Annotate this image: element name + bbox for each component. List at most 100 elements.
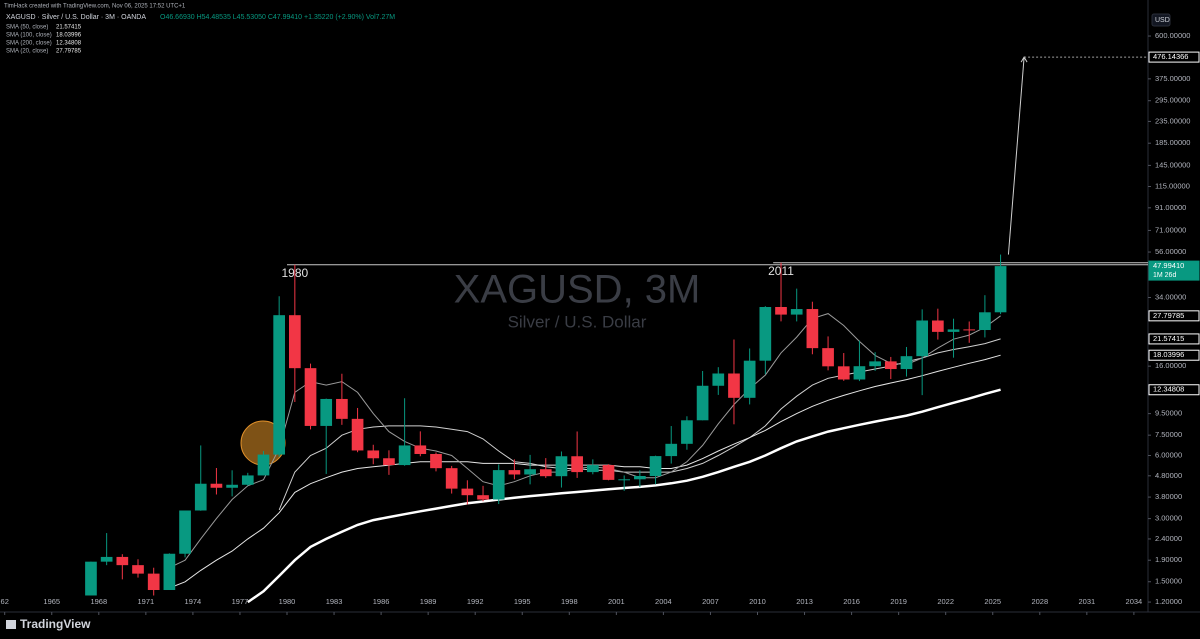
y-tick-label: 6.00000 bbox=[1155, 450, 1182, 459]
candle-body bbox=[492, 470, 505, 500]
candle-body bbox=[461, 488, 474, 496]
y-tick-label: 115.00000 bbox=[1155, 181, 1190, 190]
candle-body bbox=[226, 484, 238, 488]
candle-body bbox=[257, 454, 270, 476]
price-label-box bbox=[1148, 349, 1200, 361]
price-label-box bbox=[1148, 333, 1200, 345]
watermark-subtitle: Silver / U.S. Dollar bbox=[508, 312, 647, 331]
y-tick-label: 9.50000 bbox=[1155, 409, 1182, 418]
legend-name: SMA (20, close) bbox=[6, 49, 48, 55]
x-tick-label: 1998 bbox=[561, 597, 578, 606]
y-tick-label: 7.50000 bbox=[1155, 430, 1182, 439]
candle-body bbox=[665, 443, 678, 457]
candle-body bbox=[696, 385, 709, 421]
y-tick-label: 1.20000 bbox=[1155, 597, 1182, 606]
sma-line bbox=[169, 354, 1001, 589]
y-tick-label: 145.00000 bbox=[1155, 160, 1190, 169]
candle-body bbox=[853, 366, 866, 380]
y-tick-label: 91.00000 bbox=[1155, 203, 1186, 212]
price-label: 47.99410 bbox=[1153, 261, 1184, 270]
candle-body bbox=[932, 320, 944, 332]
x-tick-label: 1977 bbox=[232, 597, 249, 606]
x-tick-label: 1983 bbox=[326, 597, 343, 606]
legend-name: SMA (200, close) bbox=[6, 41, 52, 47]
candle-body bbox=[430, 453, 442, 469]
x-tick-label: 2007 bbox=[702, 597, 719, 606]
annotation: 1980 bbox=[281, 266, 308, 280]
y-tick-label: 235.00000 bbox=[1155, 116, 1190, 125]
candle-body bbox=[837, 366, 850, 380]
y-tick-label: 1.50000 bbox=[1155, 577, 1182, 586]
price-label: 27.79785 bbox=[1153, 311, 1184, 320]
x-tick-label: 1965 bbox=[43, 597, 60, 606]
candle-body bbox=[539, 469, 552, 477]
x-tick-label: 2004 bbox=[655, 597, 672, 606]
x-tick-label: 2034 bbox=[1126, 597, 1143, 606]
annotation: 2011 bbox=[768, 264, 794, 278]
candle-body bbox=[602, 465, 615, 480]
candle-body bbox=[336, 398, 348, 419]
y-tick-label: 3.80000 bbox=[1155, 492, 1182, 501]
candle-body bbox=[947, 329, 960, 332]
candle-body bbox=[524, 469, 536, 475]
x-tick-label: 1989 bbox=[420, 597, 437, 606]
candle-body bbox=[477, 495, 489, 500]
candle-body bbox=[869, 361, 881, 367]
candle-body bbox=[900, 356, 913, 370]
candle-body bbox=[179, 510, 191, 554]
candle-body bbox=[822, 348, 834, 367]
brand-name: TradingView bbox=[20, 617, 91, 631]
y-tick-label: 3.00000 bbox=[1155, 514, 1182, 523]
brand-logo bbox=[6, 620, 16, 629]
candle-body bbox=[884, 361, 897, 370]
x-tick-label: 1995 bbox=[514, 597, 531, 606]
candle-body bbox=[712, 373, 725, 386]
y-tick-label: 295.00000 bbox=[1155, 96, 1190, 105]
x-tick-label: 2022 bbox=[937, 597, 954, 606]
candle-body bbox=[116, 556, 129, 566]
plot-area bbox=[85, 56, 1148, 604]
price-label: 18.03996 bbox=[1153, 350, 1184, 359]
y-tick-label: 56.00000 bbox=[1155, 247, 1186, 256]
candle-body bbox=[586, 465, 599, 473]
currency: USD bbox=[1155, 17, 1170, 24]
y-tick-label: 600.00000 bbox=[1155, 31, 1190, 40]
candle-body bbox=[383, 458, 395, 466]
candle-body bbox=[728, 373, 740, 398]
projection-arrowhead bbox=[1020, 56, 1028, 63]
candle-body bbox=[618, 479, 631, 481]
x-tick-label: 1968 bbox=[90, 597, 107, 606]
currency-box[interactable] bbox=[1151, 13, 1171, 27]
x-tick-label: 2013 bbox=[796, 597, 813, 606]
candle-body bbox=[367, 450, 380, 459]
candle-body bbox=[775, 307, 787, 315]
candle-body bbox=[304, 368, 317, 426]
x-tick-label: 2031 bbox=[1078, 597, 1095, 606]
candle-body bbox=[147, 573, 160, 591]
y-tick-label: 71.00000 bbox=[1155, 225, 1186, 234]
x-tick-label: 2001 bbox=[608, 597, 625, 606]
legend-value: 12.34808 bbox=[56, 41, 82, 47]
x-tick-label: 2016 bbox=[843, 597, 860, 606]
header: TimHack created with TradingView.com, No… bbox=[4, 4, 186, 10]
x-tick-label: 1986 bbox=[373, 597, 390, 606]
legend-value: 27.79785 bbox=[56, 49, 82, 55]
projection-arrow bbox=[1007, 57, 1025, 255]
x-tick-label: 1992 bbox=[467, 597, 484, 606]
legend-value: 18.03996 bbox=[56, 33, 82, 39]
candle-body bbox=[163, 553, 176, 591]
candle-body bbox=[790, 309, 803, 315]
y-tick-label: 375.00000 bbox=[1155, 74, 1190, 83]
candle-body bbox=[634, 475, 646, 480]
ohlc-line: O46.66930 H54.48535 L45.53050 C47.99410 … bbox=[160, 14, 395, 21]
x-tick-label: 1974 bbox=[185, 597, 202, 606]
candle-body bbox=[963, 329, 976, 331]
candle-body bbox=[806, 309, 819, 349]
price-countdown: 1M 26d bbox=[1153, 272, 1176, 279]
watermark-title: XAGUSD, 3M bbox=[454, 268, 701, 312]
y-tick-label: 185.00000 bbox=[1155, 138, 1190, 147]
candle-body bbox=[85, 561, 97, 596]
price-label-box bbox=[1148, 51, 1200, 63]
symbol-line: XAGUSD · Silver / U.S. Dollar · 3M · OAN… bbox=[6, 14, 146, 21]
price-label: 476.14366 bbox=[1153, 52, 1188, 61]
